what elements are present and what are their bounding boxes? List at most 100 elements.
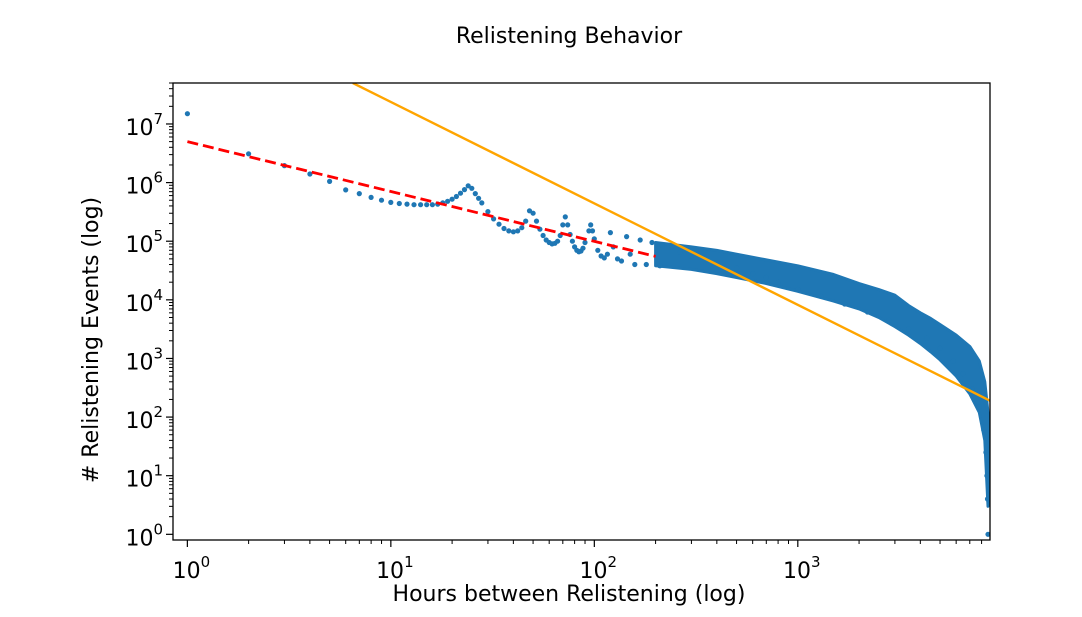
data-point: [698, 248, 705, 254]
data-point: [476, 195, 482, 201]
data-point: [981, 427, 987, 433]
fit-line-solid: [352, 83, 990, 402]
data-point: [453, 193, 459, 200]
data-point: [985, 531, 990, 537]
data-point: [601, 255, 607, 261]
data-point: [457, 190, 464, 196]
data-point: [649, 239, 655, 246]
data-point: [445, 198, 451, 204]
plot-area: [184, 83, 990, 537]
data-point: [607, 230, 614, 236]
data-point: [588, 222, 594, 228]
data-point: [396, 200, 402, 207]
x-tick-label: 100: [173, 553, 211, 584]
x-tick-label: 103: [783, 553, 821, 584]
data-point: [624, 234, 630, 240]
data-point: [411, 202, 417, 208]
data-point: [589, 228, 596, 234]
data-point: [864, 309, 871, 315]
data-point: [540, 232, 546, 239]
data-point: [582, 239, 588, 246]
data-point: [404, 201, 410, 207]
chart-title: Relistening Behavior: [456, 24, 683, 49]
data-point: [388, 199, 394, 205]
y-axis: 100 101 102 103 104 105 106 107: [125, 82, 173, 551]
data-point: [327, 178, 333, 184]
data-point: [580, 245, 586, 251]
x-axis-label: Hours between Relistening (log): [393, 582, 746, 607]
data-point: [659, 242, 666, 248]
y-tick-label: 104: [125, 286, 163, 317]
data-point: [734, 265, 740, 271]
data-point: [632, 261, 638, 268]
data-point: [614, 256, 621, 262]
data-point: [983, 449, 989, 455]
data-point: [604, 251, 611, 257]
x-tick-label: 102: [580, 553, 618, 584]
y-tick-label: 107: [125, 110, 163, 141]
data-point: [595, 247, 601, 253]
data-point: [842, 301, 848, 307]
data-point: [368, 194, 374, 200]
data-point: [795, 286, 801, 293]
data-point: [984, 473, 990, 479]
y-tick-label: 103: [125, 344, 163, 375]
data-point: [886, 317, 892, 323]
data-point: [627, 251, 633, 257]
data-point: [343, 187, 349, 193]
data-point: [307, 171, 313, 177]
data-point: [515, 228, 521, 234]
plot-frame: [172, 82, 991, 541]
data-point: [818, 293, 824, 299]
data-point: [560, 222, 566, 228]
data-point: [984, 496, 990, 502]
data-point: [506, 228, 512, 234]
data-point: [555, 238, 561, 244]
data-point: [905, 326, 912, 332]
data-point: [461, 187, 468, 193]
data-point: [356, 191, 362, 197]
data-point: [657, 263, 663, 269]
data-point: [763, 274, 769, 281]
data-point: [960, 371, 966, 377]
data-point: [485, 209, 491, 215]
data-point: [449, 196, 455, 202]
data-point: [586, 228, 592, 234]
data-point: [418, 202, 424, 208]
data-point: [937, 345, 943, 351]
y-tick-label: 105: [125, 227, 163, 258]
y-tick-label: 101: [125, 462, 163, 493]
data-point: [677, 249, 683, 255]
y-tick-label: 100: [125, 520, 163, 551]
data-point: [424, 202, 430, 208]
data-point: [533, 218, 540, 224]
data-point: [637, 237, 643, 243]
x-tick-label: 101: [376, 553, 414, 584]
data-point: [510, 229, 516, 235]
data-point: [530, 210, 536, 216]
data-point: [569, 238, 576, 244]
data-point: [501, 225, 507, 232]
data-point: [523, 218, 529, 224]
data-point: [976, 404, 982, 410]
data-point: [184, 111, 190, 117]
y-tick-label: 102: [125, 403, 163, 434]
y-axis-label: # Relistening Events (log): [79, 197, 104, 483]
data-point: [950, 358, 956, 364]
data-point: [669, 244, 675, 250]
y-tick-label: 106: [125, 169, 163, 200]
data-point: [472, 191, 478, 197]
data-point: [479, 200, 485, 206]
data-point: [750, 271, 756, 277]
data-point: [643, 261, 649, 268]
data-point: [246, 151, 252, 157]
data-point: [775, 279, 781, 285]
data-point: [924, 335, 930, 341]
data-point: [519, 225, 525, 231]
data-point: [562, 214, 568, 220]
fit-line-dashed: [187, 140, 656, 258]
data-point: [378, 197, 385, 203]
x-axis: 100 101 102 103: [173, 540, 983, 584]
data-point: [496, 221, 502, 227]
